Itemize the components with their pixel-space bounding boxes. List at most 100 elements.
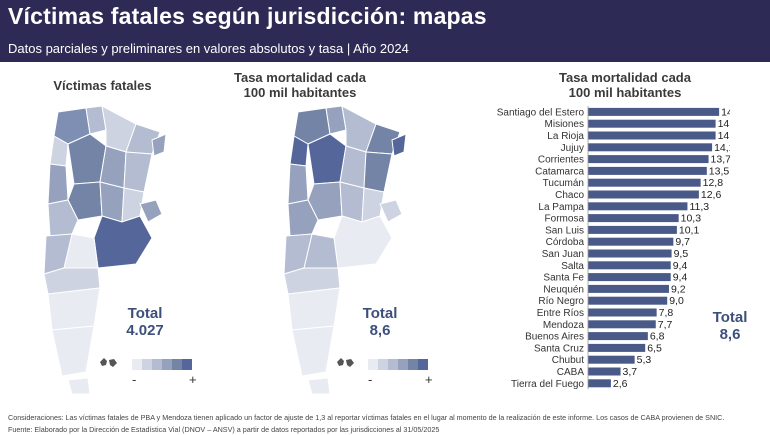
bar-value-label: 7,7 xyxy=(658,319,673,331)
bar-value-label: 12,6 xyxy=(701,189,722,201)
bar-value-label: 9,4 xyxy=(673,272,688,284)
map-region-rionegro xyxy=(43,267,101,295)
bar-value-label: 10,1 xyxy=(679,224,700,236)
bar-category-label: Entre Ríos xyxy=(537,308,584,319)
left-legend-scale xyxy=(132,359,198,370)
left-legend-min: - xyxy=(132,372,137,387)
bar-value-label: 7,8 xyxy=(659,307,674,319)
left-total-label: Total 4.027 xyxy=(110,305,180,339)
map-region-west-3 xyxy=(287,199,319,237)
middle-legend-max: + xyxy=(425,372,433,387)
bar xyxy=(588,320,656,329)
bar xyxy=(588,237,674,246)
notes-fuente: Fuente: Elaborado por la Dirección de Es… xyxy=(8,425,440,434)
bar xyxy=(588,131,716,140)
bar xyxy=(588,296,668,305)
middle-map xyxy=(283,105,407,395)
middle-legend: - + xyxy=(368,359,434,389)
malvinas-islands-icon xyxy=(100,358,117,367)
bar xyxy=(588,249,672,258)
left-panel-title: Víctimas fatales xyxy=(53,78,152,93)
bar xyxy=(588,225,677,234)
map-region-chubut xyxy=(287,287,341,331)
page-title: Víctimas fatales según jurisdicción: map… xyxy=(8,3,487,29)
bar-value-label: 14,5 xyxy=(718,130,730,142)
left-map xyxy=(43,105,167,395)
map-region-santacruz xyxy=(51,325,95,377)
middle-total-label: Total 8,6 xyxy=(345,305,415,339)
map-region-west-3 xyxy=(47,199,79,237)
bar xyxy=(588,143,713,152)
bar-value-label: 14,1 xyxy=(714,142,730,154)
bar-category-label: Río Negro xyxy=(538,296,584,307)
bar-category-label: Misiones xyxy=(545,119,584,130)
left-total-value: 4.027 xyxy=(126,322,164,339)
bar xyxy=(588,273,671,282)
bar-category-label: CABA xyxy=(557,367,585,378)
bar xyxy=(588,367,621,376)
bar-value-label: 9,7 xyxy=(675,236,690,248)
middle-total-value: 8,6 xyxy=(369,322,391,339)
map-region-littoral xyxy=(363,151,393,193)
bar-value-label: 5,3 xyxy=(637,354,652,366)
bar-value-label: 14,5 xyxy=(718,118,730,130)
map-region-santacruz xyxy=(291,325,335,377)
bar xyxy=(588,166,707,175)
middle-legend-scale xyxy=(368,359,434,370)
map-region-buenosaires xyxy=(333,215,393,269)
bar-category-label: Buenos Aires xyxy=(525,332,584,343)
right-total-label: Total 8,6 xyxy=(700,309,760,343)
bar-category-label: Formosa xyxy=(545,214,585,225)
bar-category-label: Chubut xyxy=(552,355,584,366)
map-region-buenosaires xyxy=(93,215,153,269)
middle-panel-title: Tasa mortalidad cada 100 mil habitantes xyxy=(234,70,366,100)
bar-category-label: Santa Cruz xyxy=(534,343,584,354)
middle-legend-min: - xyxy=(368,372,373,387)
map-region-tierradelfuego xyxy=(307,377,331,395)
left-legend-max: + xyxy=(189,372,197,387)
bar-category-label: San Juan xyxy=(542,249,584,260)
bar xyxy=(588,107,720,116)
bar-category-label: Santiago del Estero xyxy=(497,107,585,118)
notes-consideraciones: Consideraciones: Las víctimas fatales de… xyxy=(8,413,725,422)
bar xyxy=(588,178,701,187)
bar-category-label: Catamarca xyxy=(535,166,584,177)
map-region-uruguay-gap xyxy=(379,199,403,223)
bar-value-label: 10,3 xyxy=(681,213,702,225)
bar xyxy=(588,119,716,128)
bar xyxy=(588,214,679,223)
header-banner: Víctimas fatales según jurisdicción: map… xyxy=(0,0,770,62)
map-region-west-2 xyxy=(47,163,69,205)
bar-value-label: 14,9 xyxy=(721,106,730,118)
bar-category-label: Jujuy xyxy=(561,143,584,154)
bar-chart: Santiago del Estero 14,9 Misiones 14,5 La Ri… xyxy=(497,106,730,390)
bar xyxy=(588,155,709,164)
bar-category-label: Tucumán xyxy=(543,178,584,189)
malvinas-islands-icon xyxy=(337,358,354,367)
bar-category-label: Santa Fe xyxy=(543,273,584,284)
map-region-misiones xyxy=(391,133,407,157)
map-region-tierradelfuego xyxy=(67,377,91,395)
bar-value-label: 9,0 xyxy=(669,295,684,307)
bar-category-label: La Rioja xyxy=(547,131,584,142)
bar-value-label: 11,3 xyxy=(689,201,709,213)
bar xyxy=(588,190,699,199)
bar xyxy=(588,332,648,341)
right-panel-title: Tasa mortalidad cada 100 mil habitantes xyxy=(559,70,691,100)
map-region-rionegro xyxy=(283,267,341,295)
bar-category-label: Neuquén xyxy=(543,284,584,295)
map-region-littoral xyxy=(123,151,153,193)
map-region-chubut xyxy=(47,287,101,331)
bar-value-label: 9,4 xyxy=(673,260,688,272)
bar-category-label: Mendoza xyxy=(543,320,585,331)
bar xyxy=(588,379,611,388)
map-region-central-north xyxy=(67,133,107,185)
map-region-central-north xyxy=(307,133,347,185)
bar xyxy=(588,343,646,352)
map-region-misiones xyxy=(151,133,167,157)
bar-value-label: 13,7 xyxy=(711,154,730,166)
bar-value-label: 6,5 xyxy=(647,342,662,354)
map-region-west-2 xyxy=(287,163,309,205)
map-region-uruguay-gap xyxy=(139,199,163,223)
bar-category-label: Córdoba xyxy=(546,237,585,248)
